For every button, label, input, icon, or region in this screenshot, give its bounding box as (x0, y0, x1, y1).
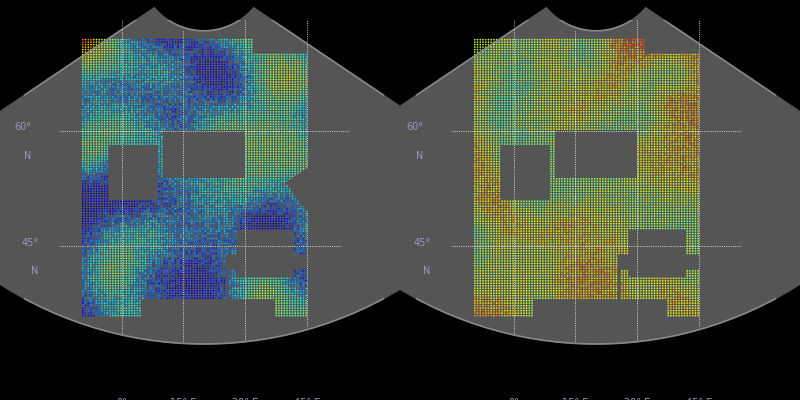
Text: 15° E: 15° E (562, 398, 589, 400)
Text: 0°: 0° (508, 398, 519, 400)
Text: 30° E: 30° E (624, 398, 650, 400)
Polygon shape (286, 8, 800, 344)
Polygon shape (0, 8, 514, 344)
Text: 15° E: 15° E (170, 398, 197, 400)
Text: 45°: 45° (414, 238, 430, 248)
Text: 45° E: 45° E (686, 398, 712, 400)
Text: 0°: 0° (116, 398, 127, 400)
Text: 60°: 60° (406, 122, 423, 132)
Text: 45°: 45° (22, 238, 38, 248)
Text: 45° E: 45° E (294, 398, 320, 400)
Text: N: N (423, 266, 430, 276)
Text: N: N (24, 151, 31, 161)
Text: 60°: 60° (14, 122, 31, 132)
Text: 30° E: 30° E (232, 398, 258, 400)
Text: N: N (416, 151, 423, 161)
Text: N: N (31, 266, 38, 276)
